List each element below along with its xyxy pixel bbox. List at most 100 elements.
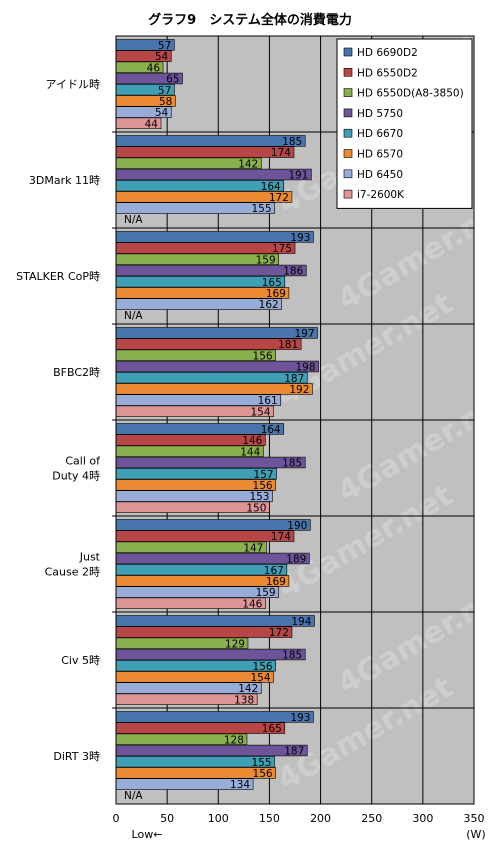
bar-value-label: 155 <box>251 757 271 769</box>
bar-value-label: 193 <box>290 232 310 244</box>
bar-value-label: 164 <box>261 181 281 193</box>
legend-label: HD 6570 <box>357 149 403 161</box>
bar-value-label: 185 <box>282 136 302 148</box>
bar <box>115 626 293 638</box>
bar <box>115 327 318 339</box>
bar-value-label: 144 <box>240 446 260 458</box>
bar <box>115 467 277 480</box>
legend-label: HD 6690D2 <box>357 47 418 59</box>
bar-value-label: 155 <box>251 203 271 215</box>
bar-value-label: 174 <box>271 147 291 159</box>
bar-value-label: 187 <box>284 746 304 758</box>
bar-value-label: 147 <box>243 542 263 554</box>
category-label: Just <box>79 551 101 564</box>
bar <box>115 744 308 757</box>
bar-value-label: 164 <box>261 424 281 436</box>
bar-value-label: 154 <box>250 406 270 418</box>
bar <box>115 287 290 299</box>
category-label: DiRT 3時 <box>53 750 100 763</box>
bar <box>115 519 311 531</box>
bar-value-label: 146 <box>242 598 262 610</box>
legend-box <box>336 38 473 209</box>
category-label: アイドル時 <box>46 78 100 91</box>
bar <box>115 586 279 598</box>
bar-value-label: 198 <box>295 362 315 374</box>
bar-value-label: 150 <box>246 502 266 514</box>
bar-value-label: 153 <box>249 491 269 503</box>
bar <box>115 360 319 373</box>
bar-value-label: 44 <box>145 118 159 130</box>
bar-value-label: 128 <box>224 734 244 746</box>
bar <box>115 530 295 542</box>
legend-swatch <box>343 149 353 158</box>
x-tick-label: 150 <box>259 812 280 825</box>
bar-value-label: 165 <box>262 277 282 289</box>
bar-value-label: 156 <box>253 480 273 492</box>
bar-value-label: 172 <box>269 192 289 204</box>
category-label: STALKER CoP時 <box>16 270 100 283</box>
x-tick-label: 200 <box>310 812 331 825</box>
category-label: Call of <box>65 455 101 468</box>
bar-value-label: 185 <box>282 458 302 470</box>
bar <box>115 168 312 181</box>
bar-value-label: 172 <box>269 627 289 639</box>
bar <box>115 615 315 627</box>
bar-value-label: 159 <box>256 587 276 599</box>
category-label: BFBC2時 <box>53 366 100 379</box>
bar-value-label: 156 <box>253 350 273 362</box>
bar-value-label: 54 <box>155 51 169 63</box>
x-tick-label: 100 <box>208 812 229 825</box>
bar <box>115 264 307 277</box>
bar <box>115 575 290 587</box>
bar-value-label: 197 <box>294 328 314 340</box>
bar <box>115 456 306 469</box>
bar-value-label: 156 <box>253 661 273 673</box>
x-axis-note: Low← <box>132 828 163 841</box>
legend-label: HD 6550D(A8-3850) <box>357 88 464 100</box>
bar-value-label: 57 <box>158 85 171 97</box>
bar-value-label: 169 <box>266 288 286 300</box>
bar-value-label: 189 <box>286 554 306 566</box>
bar-value-label: 175 <box>272 243 292 255</box>
legend-swatch <box>343 169 353 179</box>
x-tick-label: 300 <box>412 812 433 825</box>
bar-value-label: 190 <box>287 520 307 532</box>
bar-value-label: 165 <box>262 723 282 735</box>
bar <box>115 253 279 265</box>
bar <box>115 394 281 406</box>
chart-title: グラフ9 システム全体の消費電力 <box>148 12 352 28</box>
bar <box>115 383 313 395</box>
bar-value-label: 142 <box>238 158 258 170</box>
legend-label: HD 6550D2 <box>357 67 418 79</box>
bar-value-label: 154 <box>250 672 270 684</box>
bar-value-label: 193 <box>290 712 310 724</box>
x-tick-label: 350 <box>464 812 485 825</box>
legend-swatch <box>343 189 353 199</box>
bar-value-label: 157 <box>254 469 274 481</box>
bar-value-label: 54 <box>155 107 169 119</box>
bar <box>115 146 295 158</box>
bar <box>115 191 293 203</box>
bar-value-label: 58 <box>159 96 172 108</box>
plot-border <box>115 35 475 805</box>
bar-value-label: 138 <box>234 694 254 706</box>
legend-label: HD 6450 <box>357 169 403 181</box>
bar-missing-label: N/A <box>124 790 143 802</box>
bar-value-label: 159 <box>256 254 276 266</box>
bar <box>115 648 306 661</box>
bar-value-label: 156 <box>253 768 273 780</box>
bar <box>115 722 286 734</box>
bar-value-label: 146 <box>242 435 262 447</box>
legend-label: i7-2600K <box>357 189 405 201</box>
bar-value-label: 167 <box>264 565 284 577</box>
legend-swatch <box>343 68 353 77</box>
bar-value-label: 129 <box>225 638 245 650</box>
bar-missing-label: N/A <box>124 310 143 322</box>
bar-value-label: 191 <box>288 170 308 182</box>
category-label: Duty 4時 <box>52 470 100 483</box>
bar-value-label: 134 <box>230 779 250 791</box>
bar-value-label: 65 <box>166 74 179 86</box>
bar <box>115 135 306 147</box>
